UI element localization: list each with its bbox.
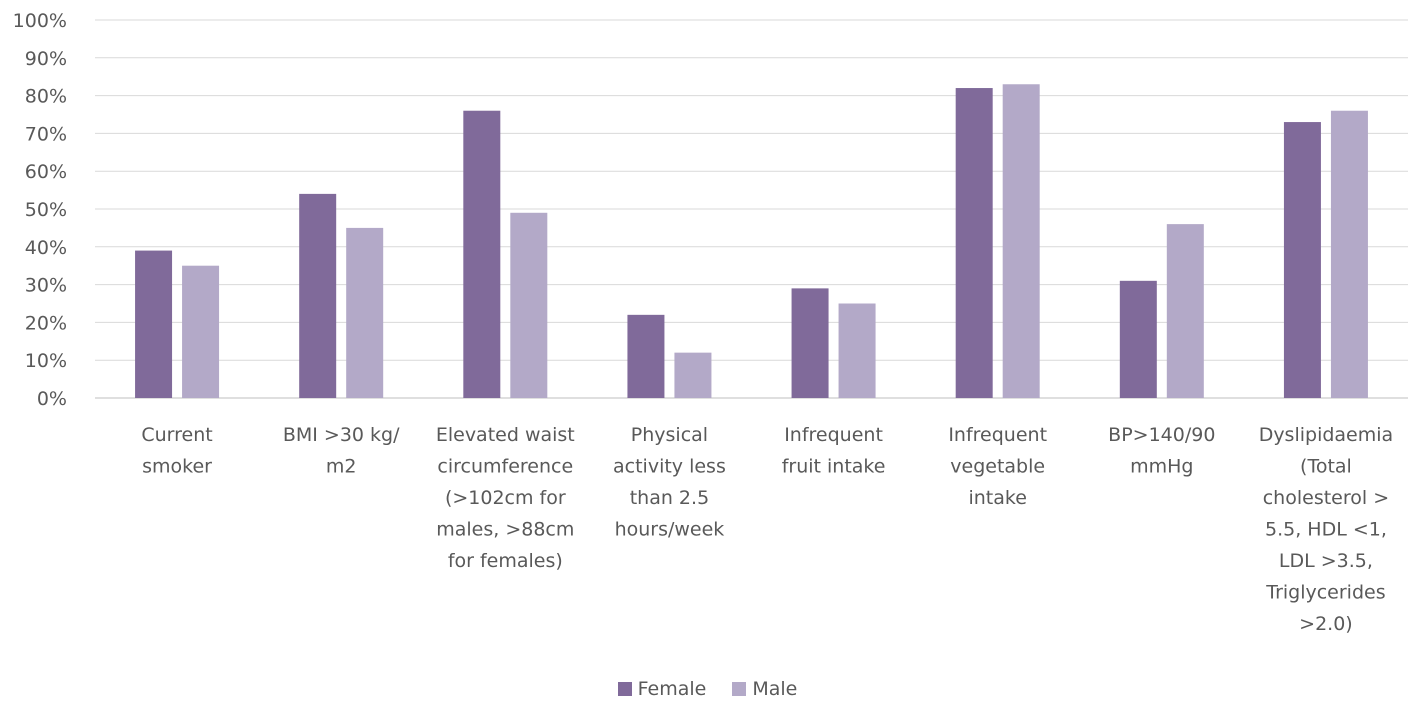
x-category-label-line: hours/week xyxy=(615,519,725,541)
x-category-label-line: activity less xyxy=(613,456,726,478)
x-axis: Current smoker BMI >30 kg/m2 Elevated waist… xyxy=(141,424,1393,635)
x-category-label: Infrequent fruit intake xyxy=(782,424,886,478)
bar-male-7 xyxy=(1166,224,1204,398)
x-category-label-line: vegetable xyxy=(950,456,1045,478)
x-category-label: Current smoker xyxy=(141,424,212,478)
x-category-label: Dyslipidaemia (Total cholesterol > 5.5, HDL… xyxy=(1259,424,1394,635)
x-category-label-line: than 2.5 xyxy=(630,487,709,509)
x-category-label-line: Triglycerides xyxy=(1265,582,1385,604)
bar-female-6 xyxy=(955,88,993,398)
x-category-label-line: (Total xyxy=(1300,456,1352,478)
x-category-label-line: smoker xyxy=(142,456,212,478)
y-tick-label: 50% xyxy=(25,199,67,221)
bar-female-8 xyxy=(1283,122,1321,398)
y-tick-label: 70% xyxy=(25,123,67,145)
legend-item-male: Male xyxy=(732,678,797,700)
y-tick-label: 80% xyxy=(25,86,67,108)
x-category-label-line: Physical xyxy=(631,424,708,446)
legend: Female Male xyxy=(0,678,1415,700)
x-category-label: Infrequent vegetable intake xyxy=(948,424,1047,509)
x-category-label-line: mmHg xyxy=(1130,456,1193,478)
bar-male-8 xyxy=(1330,110,1368,398)
y-tick-label: 40% xyxy=(25,237,67,259)
x-category-label-line: m2 xyxy=(326,456,357,478)
x-category-label-line: Dyslipidaemia xyxy=(1259,424,1394,446)
y-tick-label: 0% xyxy=(37,388,67,410)
x-category-label-line: circumference xyxy=(437,456,573,478)
bar-male-1 xyxy=(182,265,220,398)
bars-layer xyxy=(135,84,1368,398)
bar-female-1 xyxy=(135,250,173,398)
y-tick-label: 60% xyxy=(25,161,67,183)
x-category-label-line: cholesterol > xyxy=(1263,487,1389,509)
x-category-label: BMI >30 kg/m2 xyxy=(283,424,400,478)
bar-female-5 xyxy=(791,288,829,398)
bar-male-4 xyxy=(674,352,712,398)
y-axis: 0% 10% 20% 30% 40% 50% 60% 70% 80% 90% 100% xyxy=(13,10,67,410)
x-category-label-line: 5.5, HDL <1, xyxy=(1265,519,1387,541)
x-category-label-line: BP>140/90 xyxy=(1108,424,1215,446)
bar-male-3 xyxy=(510,212,548,398)
legend-item-female: Female xyxy=(617,678,707,700)
x-category-label-line: Infrequent xyxy=(784,424,883,446)
y-tick-label: 20% xyxy=(25,312,67,334)
bar-female-2 xyxy=(299,193,337,398)
x-category-label-line: fruit intake xyxy=(782,456,886,478)
x-category-label-line: for females) xyxy=(448,550,563,572)
x-category-label: Elevated waist circumference (>102cm for ma… xyxy=(436,424,575,572)
x-category-label-line: males, >88cm xyxy=(436,519,574,541)
bar-male-6 xyxy=(1002,84,1040,398)
x-category-label: Physical activity less than 2.5 hours/week xyxy=(613,424,726,541)
bar-female-3 xyxy=(463,110,501,398)
x-category-label-line: LDL >3.5, xyxy=(1279,550,1373,572)
grid-layer xyxy=(95,19,1408,399)
bar-male-2 xyxy=(346,227,384,398)
x-category-label-line: Elevated waist xyxy=(436,424,575,446)
y-tick-label: 30% xyxy=(25,275,67,297)
x-category-label-line: Current xyxy=(141,424,212,446)
x-category-label-line: Infrequent xyxy=(948,424,1047,446)
y-tick-label: 90% xyxy=(25,48,67,70)
bar-female-7 xyxy=(1119,280,1157,398)
legend-label-male: Male xyxy=(752,678,798,700)
x-category-label: BP>140/90 mmHg xyxy=(1108,424,1215,478)
bar-male-5 xyxy=(838,303,876,398)
y-tick-label: 10% xyxy=(25,350,67,372)
legend-swatch-female xyxy=(617,682,632,696)
x-category-label-line: BMI >30 kg/ xyxy=(283,424,400,446)
x-category-label-line: (>102cm for xyxy=(445,487,566,509)
y-tick-label: 100% xyxy=(13,10,67,32)
bar-female-4 xyxy=(627,314,665,398)
legend-swatch-male xyxy=(732,682,747,696)
x-category-label-line: intake xyxy=(968,487,1026,509)
legend-label-female: Female xyxy=(637,678,707,700)
x-category-label-line: >2.0) xyxy=(1299,613,1353,635)
